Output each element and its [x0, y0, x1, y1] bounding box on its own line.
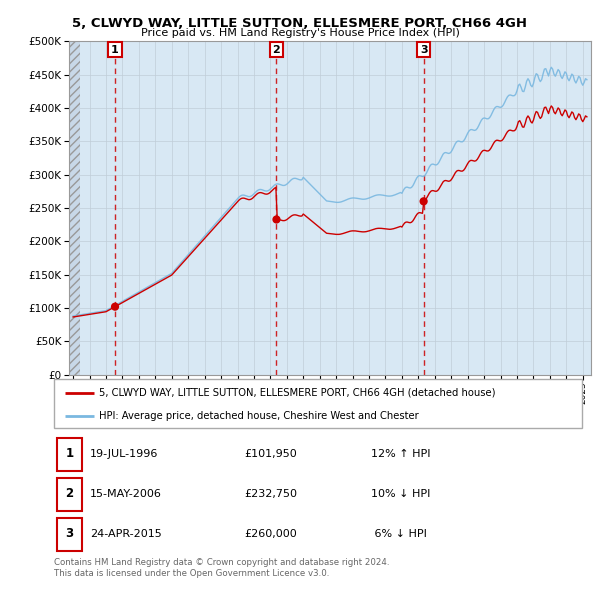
Text: 5, CLWYD WAY, LITTLE SUTTON, ELLESMERE PORT, CH66 4GH: 5, CLWYD WAY, LITTLE SUTTON, ELLESMERE P… — [73, 17, 527, 30]
Text: 24-APR-2015: 24-APR-2015 — [90, 529, 161, 539]
Text: 2: 2 — [272, 45, 280, 55]
Point — [110, 302, 120, 312]
Point — [419, 196, 428, 206]
Text: 12% ↑ HPI: 12% ↑ HPI — [371, 449, 430, 458]
Text: £260,000: £260,000 — [244, 529, 297, 539]
Text: £232,750: £232,750 — [244, 489, 297, 499]
Text: Contains HM Land Registry data © Crown copyright and database right 2024.
This d: Contains HM Land Registry data © Crown c… — [54, 558, 389, 578]
Text: Price paid vs. HM Land Registry's House Price Index (HPI): Price paid vs. HM Land Registry's House … — [140, 28, 460, 38]
Text: 3: 3 — [65, 527, 73, 540]
Text: 1: 1 — [65, 447, 73, 460]
Text: 5, CLWYD WAY, LITTLE SUTTON, ELLESMERE PORT, CH66 4GH (detached house): 5, CLWYD WAY, LITTLE SUTTON, ELLESMERE P… — [99, 388, 496, 398]
Text: 2: 2 — [65, 487, 73, 500]
Text: 3: 3 — [420, 45, 427, 55]
Text: 19-JUL-1996: 19-JUL-1996 — [90, 449, 158, 458]
Text: 1: 1 — [111, 45, 119, 55]
Bar — [56, 478, 82, 511]
Text: 15-MAY-2006: 15-MAY-2006 — [90, 489, 162, 499]
Point — [272, 215, 281, 224]
Bar — [56, 438, 82, 471]
Text: HPI: Average price, detached house, Cheshire West and Chester: HPI: Average price, detached house, Ches… — [99, 411, 419, 421]
Text: 10% ↓ HPI: 10% ↓ HPI — [371, 489, 430, 499]
Text: £101,950: £101,950 — [244, 449, 297, 458]
Text: 6% ↓ HPI: 6% ↓ HPI — [371, 529, 427, 539]
Bar — [56, 518, 82, 551]
Bar — [69, 41, 80, 375]
